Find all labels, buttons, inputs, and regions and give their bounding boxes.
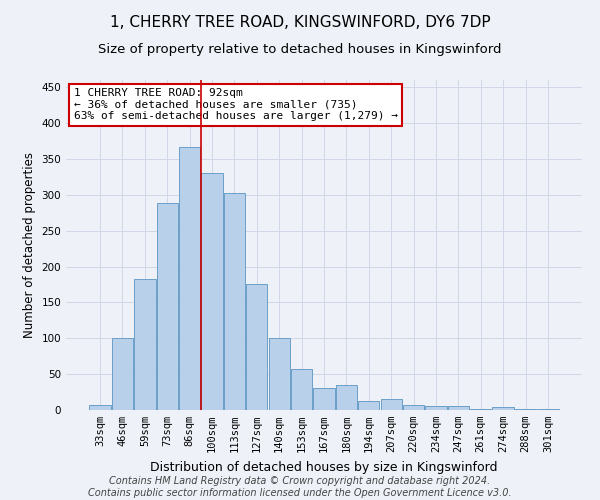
Bar <box>202 174 223 410</box>
X-axis label: Distribution of detached houses by size in Kingswinford: Distribution of detached houses by size … <box>150 460 498 473</box>
Y-axis label: Number of detached properties: Number of detached properties <box>23 152 36 338</box>
Bar <box>336 385 357 410</box>
Bar <box>157 202 178 410</box>
Bar <box>403 405 424 410</box>
Bar <box>425 406 446 410</box>
Bar <box>313 388 335 410</box>
Bar <box>291 369 312 410</box>
Bar <box>448 406 469 410</box>
Bar <box>246 284 268 410</box>
Text: 1 CHERRY TREE ROAD: 92sqm
← 36% of detached houses are smaller (735)
63% of semi: 1 CHERRY TREE ROAD: 92sqm ← 36% of detac… <box>74 88 398 122</box>
Bar <box>134 280 155 410</box>
Bar <box>515 408 536 410</box>
Bar <box>112 338 133 410</box>
Bar <box>89 405 111 410</box>
Bar <box>380 398 402 410</box>
Text: 1, CHERRY TREE ROAD, KINGSWINFORD, DY6 7DP: 1, CHERRY TREE ROAD, KINGSWINFORD, DY6 7… <box>110 15 490 30</box>
Text: Size of property relative to detached houses in Kingswinford: Size of property relative to detached ho… <box>98 42 502 56</box>
Text: Contains HM Land Registry data © Crown copyright and database right 2024.
Contai: Contains HM Land Registry data © Crown c… <box>88 476 512 498</box>
Bar <box>358 402 379 410</box>
Bar <box>537 408 559 410</box>
Bar <box>179 148 200 410</box>
Bar <box>493 407 514 410</box>
Bar <box>224 192 245 410</box>
Bar <box>269 338 290 410</box>
